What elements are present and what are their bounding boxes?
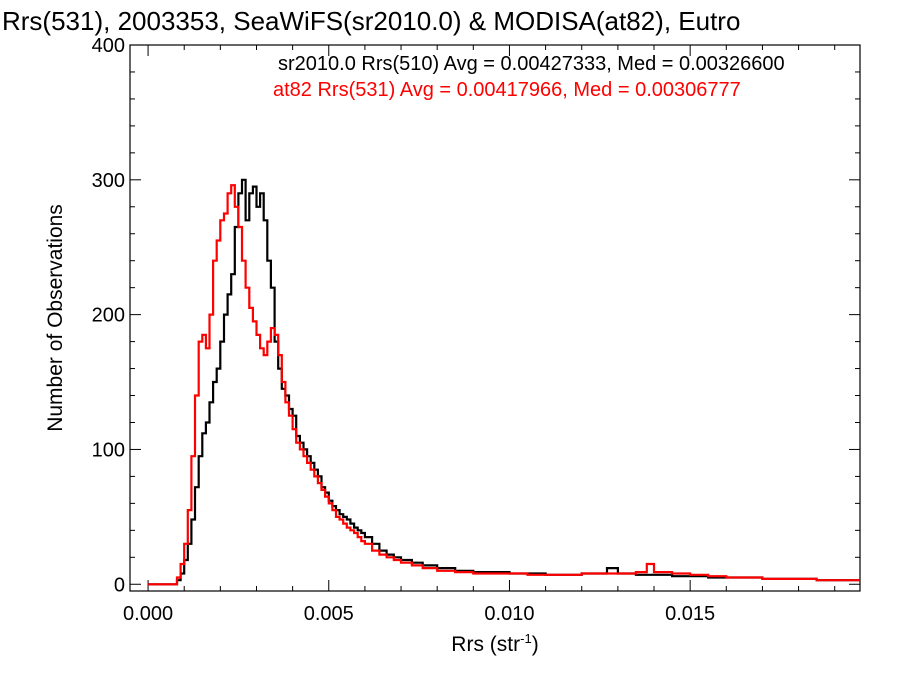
x-tick-label: 0.015 xyxy=(665,603,715,625)
series-layer xyxy=(148,178,860,586)
y-tick-label: 100 xyxy=(92,439,125,461)
x-tick-label: 0.000 xyxy=(123,603,173,625)
chart-title: Rrs(531), 2003353, SeaWiFS(sr2010.0) & M… xyxy=(2,6,740,36)
y-tick-label: 0 xyxy=(114,574,125,596)
series-at82-line xyxy=(148,184,860,586)
y-axis-tick-labels: 0 100 200 300 400 xyxy=(92,35,125,596)
series-sr2010-line xyxy=(148,178,860,586)
axis-ticks xyxy=(130,44,860,591)
x-tick-label: 0.010 xyxy=(484,603,534,625)
plot-frame xyxy=(129,44,861,592)
y-tick-label: 400 xyxy=(92,35,125,57)
legend: sr2010.0 Rrs(510) Avg = 0.00427333, Med … xyxy=(273,53,785,101)
x-axis-label-close: ) xyxy=(532,633,539,656)
legend-entry-at82: at82 Rrs(531) Avg = 0.00417966, Med = 0.… xyxy=(273,79,741,101)
y-tick-label: 200 xyxy=(92,305,125,327)
y-tick-label: 300 xyxy=(92,170,125,192)
x-axis-label-superscript: -1 xyxy=(520,631,532,646)
y-axis-label: Number of Observations xyxy=(44,204,67,432)
x-tick-label: 0.005 xyxy=(304,603,354,625)
x-axis-label: Rrs (str-1) xyxy=(451,631,538,656)
x-axis-label-main: Rrs (str xyxy=(451,633,520,656)
x-axis-tick-labels: 0.000 0.005 0.010 0.015 xyxy=(123,603,715,625)
legend-entry-sr2010: sr2010.0 Rrs(510) Avg = 0.00427333, Med … xyxy=(278,53,785,75)
